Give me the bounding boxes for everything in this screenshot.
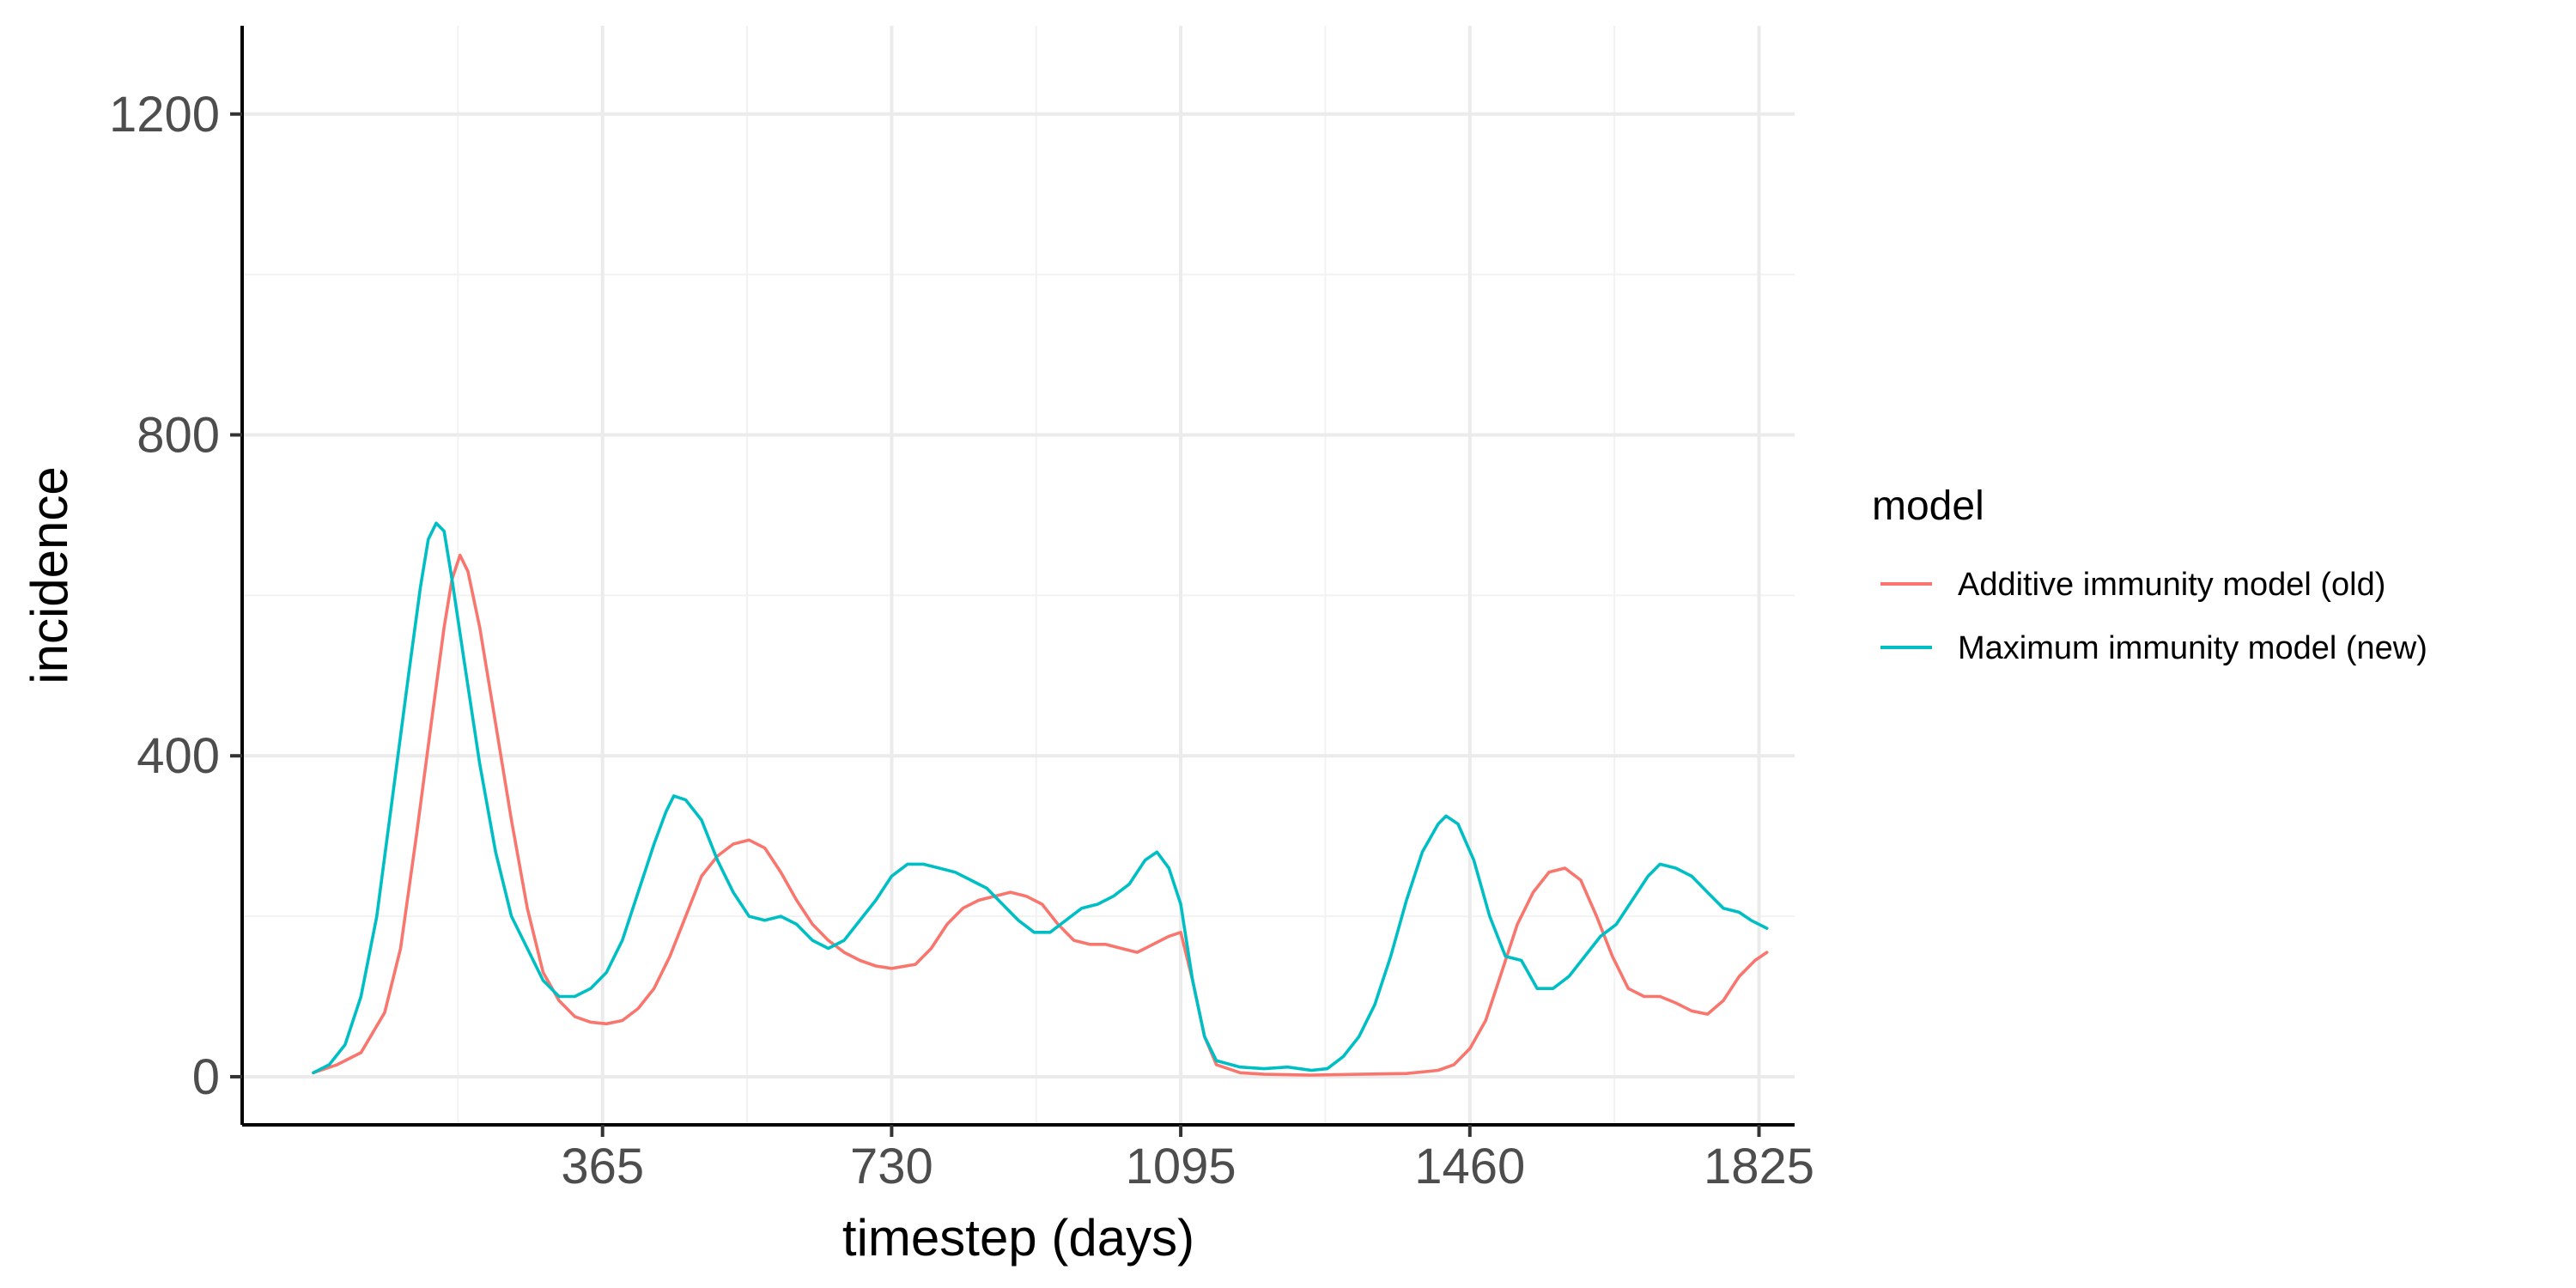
y-tick-label: 1200 (109, 87, 220, 143)
y-tick-label: 800 (137, 407, 220, 463)
legend-title: model (1872, 483, 1984, 529)
y-tick-label: 0 (192, 1049, 220, 1105)
minor-gridlines-y (242, 273, 1795, 918)
x-tick-label: 1825 (1704, 1139, 1814, 1194)
series-layer (312, 521, 1769, 1077)
y-axis-title: incidence (21, 466, 78, 684)
legend-items: Additive immunity model (old) Maximum imm… (1880, 567, 2427, 666)
legend-label-2: Maximum immunity model (new) (1958, 630, 2427, 666)
series-line-2 (312, 521, 1769, 1075)
series-line-1 (312, 553, 1769, 1077)
x-tick-label: 1095 (1126, 1139, 1236, 1194)
major-gridlines-y (242, 112, 1795, 1078)
legend-label-1: Additive immunity model (old) (1958, 567, 2385, 603)
x-axis-title: timestep (days) (842, 1209, 1194, 1267)
minor-gridlines-x (457, 26, 1616, 1125)
x-axis-ticks: 365 730 1095 1460 1825 (561, 1125, 1814, 1194)
legend: model Additive immunity model (old) Maxim… (1872, 483, 2427, 666)
x-tick-label: 365 (561, 1139, 644, 1194)
major-gridlines-x (600, 26, 1761, 1125)
x-tick-label: 1460 (1414, 1139, 1525, 1194)
y-tick-label: 400 (137, 728, 220, 784)
x-tick-label: 730 (850, 1139, 933, 1194)
y-axis-ticks: 0 400 800 1200 (109, 87, 242, 1105)
